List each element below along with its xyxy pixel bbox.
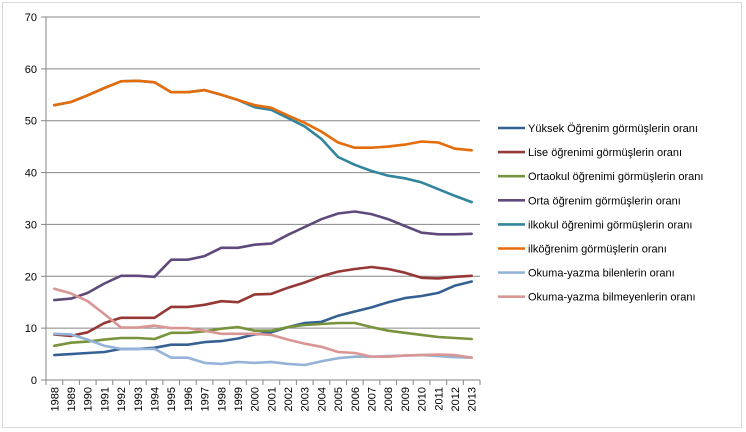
x-tick-label: 2012 bbox=[450, 387, 462, 411]
series-line-5 bbox=[52, 79, 474, 204]
x-tick-label: 1988 bbox=[49, 387, 61, 411]
x-tick-label: 1995 bbox=[166, 387, 178, 411]
x-tick-label: 1993 bbox=[133, 387, 145, 411]
x-tick-label: 2004 bbox=[316, 387, 328, 411]
series-line-4 bbox=[52, 210, 474, 302]
legend-label: Okuma-yazma bilmeyenlerin oranı bbox=[528, 292, 696, 304]
legend-label: ilkokul öğrenimi görmüşlerin oranı bbox=[528, 219, 692, 231]
x-tick-label: 2007 bbox=[367, 387, 379, 411]
x-tick-label: 1998 bbox=[216, 387, 228, 411]
series-line-6 bbox=[52, 79, 474, 152]
x-tick-label: 2013 bbox=[467, 387, 479, 411]
legend: Yüksek Öğrenim görmüşlerin oranı Lise öğr… bbox=[498, 123, 703, 304]
y-tick-label: 30 bbox=[25, 219, 37, 231]
y-tick-label: 60 bbox=[25, 64, 37, 76]
x-tick-label: 2008 bbox=[383, 387, 395, 411]
legend-label: Yüksek Öğrenim görmüşlerin oranı bbox=[528, 123, 698, 135]
x-tick-label: 2005 bbox=[333, 387, 345, 411]
x-tick-label: 1992 bbox=[116, 387, 128, 411]
series-line-8 bbox=[52, 287, 474, 360]
series-lines bbox=[52, 79, 474, 367]
x-tick-label: 2010 bbox=[417, 387, 429, 411]
legend-label: ilköğrenim görmüşlerin oranı bbox=[528, 244, 667, 256]
legend-label: Ortaokul öğrenimi görmüşlerin oranı bbox=[528, 171, 703, 183]
x-tick-label: 2000 bbox=[250, 387, 262, 411]
y-tick-label: 20 bbox=[25, 271, 37, 283]
x-tick-label: 2002 bbox=[283, 387, 295, 411]
x-tick-label: 1989 bbox=[66, 387, 78, 411]
y-tick-label: 70 bbox=[25, 12, 37, 24]
x-tick-label: 2011 bbox=[433, 387, 445, 411]
y-tick-label: 10 bbox=[25, 323, 37, 335]
x-tick-label: 2001 bbox=[266, 387, 278, 411]
x-tick-label: 1994 bbox=[150, 387, 162, 411]
x-tick-label: 1990 bbox=[83, 387, 95, 411]
x-tick-label: 2009 bbox=[400, 387, 412, 411]
x-tick-label: 1999 bbox=[233, 387, 245, 411]
x-tick-label: 1997 bbox=[200, 387, 212, 411]
x-tick-label: 1991 bbox=[99, 387, 111, 411]
legend-label: Okuma-yazma bilenlerin oranı bbox=[528, 268, 675, 280]
x-tick-label: 1996 bbox=[183, 387, 195, 411]
x-tick-label: 2006 bbox=[350, 387, 362, 411]
series-line-3 bbox=[52, 321, 474, 348]
legend-label: Lise öğrenimi görmüşlerin oranı bbox=[528, 147, 682, 159]
y-tick-label: 0 bbox=[31, 375, 37, 387]
y-tick-label: 40 bbox=[25, 168, 37, 180]
series-line-2 bbox=[52, 265, 474, 338]
x-tick-label: 2003 bbox=[300, 387, 312, 411]
y-tick-label: 50 bbox=[25, 116, 37, 128]
axes: 0 10 20 30 40 50 60 70 1988 1989 1990 1991 1992 1993 1… bbox=[25, 12, 481, 411]
legend-label: Orta öğrenim görmüşlerin oranı bbox=[528, 195, 681, 207]
